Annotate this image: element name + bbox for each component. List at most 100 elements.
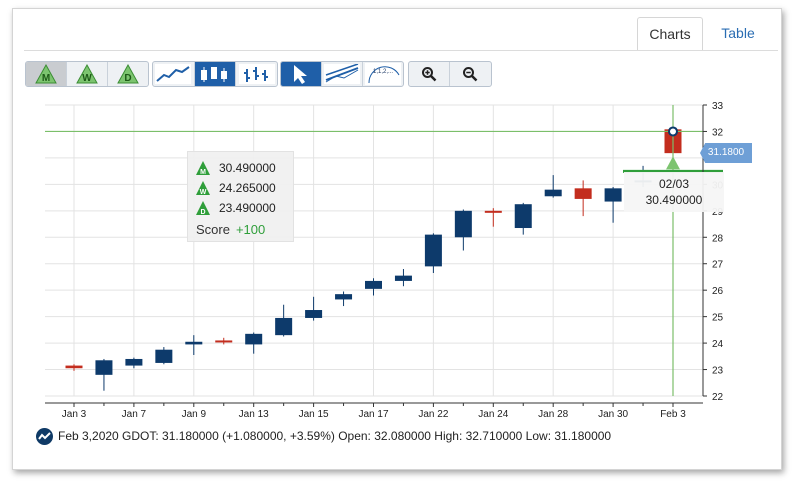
candle-body — [245, 333, 263, 345]
ohlc-bar-chart-icon — [238, 64, 275, 84]
candle-body — [335, 294, 353, 300]
tooltip-weekly-value: 24.265000 — [219, 181, 276, 195]
x-tick-label: Jan 28 — [538, 409, 568, 420]
weekly-signal-button[interactable]: W — [67, 62, 108, 86]
candlestick-chart-icon — [201, 67, 227, 82]
tooltip-row-monthly: M 30.490000 — [196, 159, 276, 177]
monthly-signal-icon: M — [196, 161, 210, 175]
candle-body — [604, 188, 622, 202]
x-tick-label: Jan 22 — [418, 409, 448, 420]
tooltip-row-weekly: W 24.265000 — [196, 179, 276, 197]
candle-body — [275, 317, 293, 336]
weekly-signal-icon: W — [76, 64, 98, 84]
zoom-in-icon — [422, 67, 437, 82]
daily-signal-button[interactable]: D — [108, 62, 148, 86]
candle-body — [185, 341, 203, 345]
zoom-toolbar — [408, 61, 492, 87]
current-price-tag: 31.1800 — [700, 143, 752, 163]
chart-type-toolbar — [152, 61, 278, 87]
x-tick-label: Jan 17 — [358, 409, 388, 420]
tooltip-row-daily: D 23.490000 — [196, 199, 276, 217]
x-tick-label: Jan 30 — [598, 409, 628, 420]
daily-signal-icon: D — [117, 64, 139, 84]
candle-body — [305, 310, 323, 318]
candle-body — [484, 210, 502, 213]
svg-text:M: M — [42, 73, 50, 84]
svg-text:D: D — [124, 73, 131, 84]
tab-table[interactable]: Table — [721, 25, 755, 41]
y-tick-label: 23 — [712, 366, 724, 377]
quote-info-text: Feb 3,2020 GDOT: 31.180000 (+1.080000, +… — [58, 429, 612, 443]
line-chart-button[interactable] — [153, 62, 195, 86]
ohlc-chart-button[interactable] — [236, 62, 277, 86]
candle-body — [514, 204, 532, 229]
fibonacci-button[interactable]: 1,1,2,... — [363, 62, 403, 86]
x-tick-label: Jan 7 — [122, 409, 147, 420]
score-value: +100 — [235, 222, 266, 237]
zoom-out-button[interactable] — [450, 62, 490, 86]
brand-logo-icon — [36, 427, 53, 445]
monthly-signal-icon: M — [35, 64, 57, 84]
candle-body — [574, 188, 592, 199]
score-label: Score — [196, 222, 230, 237]
hover-value: 30.490000 — [645, 193, 703, 207]
tooltip-daily-value: 23.490000 — [219, 201, 276, 215]
x-tick-label: Jan 13 — [239, 409, 269, 420]
pointer-button[interactable] — [281, 62, 322, 86]
chart-overlays — [45, 105, 723, 396]
y-tick-label: 25 — [712, 313, 724, 324]
y-tick-label: 29 — [712, 207, 724, 218]
hover-date: 02/03 — [658, 177, 690, 191]
hover-point — [668, 126, 678, 137]
candle-body — [544, 189, 562, 197]
y-tick-label: 28 — [712, 233, 724, 244]
svg-text:W: W — [200, 189, 207, 195]
y-tick-label: 32 — [712, 127, 724, 138]
candle-body — [394, 275, 412, 281]
signal-marker-icon — [666, 156, 680, 170]
tooltip-monthly-value: 30.490000 — [219, 161, 276, 175]
trend-line-icon — [324, 64, 360, 84]
weekly-signal-icon: W — [196, 181, 210, 195]
candle-body — [454, 210, 472, 238]
x-tick-label: Feb 3 — [660, 409, 686, 420]
candle-body — [424, 234, 442, 267]
candle-body — [95, 360, 113, 375]
daily-signal-icon: D — [196, 201, 210, 215]
fibonacci-icon: 1,1,2,... — [365, 63, 401, 85]
candle-body — [125, 358, 143, 366]
y-tick-label: 33 — [712, 101, 724, 112]
tab-charts[interactable]: Charts — [637, 17, 703, 51]
svg-text:D: D — [200, 209, 205, 215]
y-tick-label: 26 — [712, 286, 724, 297]
x-tick-label: Jan 15 — [299, 409, 329, 420]
svg-text:1,1,2,...: 1,1,2,... — [373, 69, 393, 75]
chart-grid — [45, 104, 703, 397]
x-axis: Jan 3 Jan 7 Jan 9 Jan 13 Jan 15 Jan 17 Jan 22 J… — [45, 402, 703, 420]
quote-info-bar: Feb 3,2020 GDOT: 31.180000 (+1.080000, +… — [36, 427, 611, 445]
svg-text:M: M — [200, 169, 206, 175]
hover-date-box: 02/03 30.490000 — [624, 172, 724, 212]
pointer-arrow-icon — [294, 65, 307, 84]
candle-body — [365, 280, 382, 289]
y-tick-label: 27 — [712, 260, 724, 271]
candlestick-series — [65, 112, 682, 391]
x-tick-label: Jan 9 — [182, 409, 207, 420]
y-tick-label: 22 — [712, 392, 724, 403]
trend-line-button[interactable] — [322, 62, 363, 86]
signal-tooltip: M 30.490000 W 24.265000 D 23.490000 Scor… — [187, 151, 294, 242]
x-tick-label: Jan 3 — [62, 409, 87, 420]
candlestick-chart-button[interactable] — [194, 62, 237, 86]
tooltip-score: Score +100 — [196, 222, 265, 237]
zoom-out-icon — [463, 67, 478, 82]
period-toolbar: M W D — [25, 61, 149, 87]
monthly-signal-button[interactable]: M — [26, 62, 67, 86]
candle-body — [215, 340, 233, 343]
y-tick-label: 24 — [712, 339, 724, 350]
tab-divider — [24, 50, 778, 51]
line-chart-icon — [155, 64, 192, 84]
candle-body — [155, 349, 173, 363]
zoom-in-button[interactable] — [409, 62, 450, 86]
svg-text:W: W — [82, 73, 92, 84]
